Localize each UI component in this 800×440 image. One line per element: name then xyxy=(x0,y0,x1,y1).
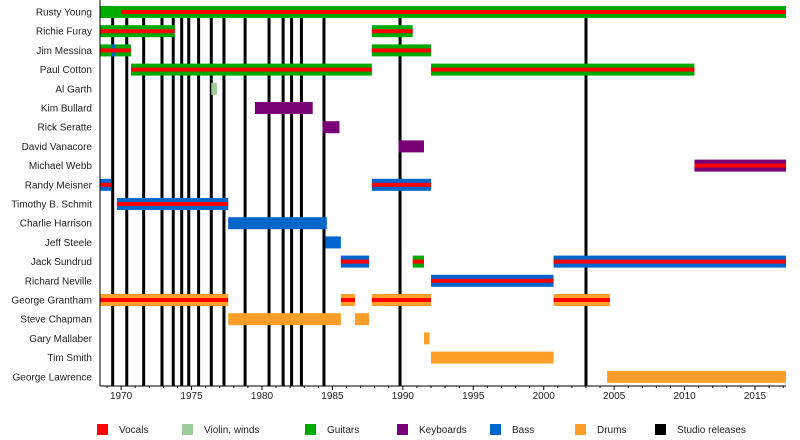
member-label-jeff-steele: Jeff Steele xyxy=(45,238,93,249)
bass-bar-charlie-harrison-0 xyxy=(228,217,327,230)
x-tick-label-2015: 2015 xyxy=(744,391,767,402)
vocals-bar-george-grantham-3 xyxy=(553,298,610,302)
vocals-bar-timothy-b-schmit-0 xyxy=(116,202,229,206)
vocals-bar-rusty-young xyxy=(121,10,786,14)
x-tick-label-2010: 2010 xyxy=(673,391,696,402)
legend: Vocals Violin, winds Guitars Keyboards Bass D… xyxy=(97,424,746,436)
x-tick-label-2005: 2005 xyxy=(603,391,626,402)
legend-swatch-vocals xyxy=(97,424,108,435)
member-label-michael-webb: Michael Webb xyxy=(29,161,93,172)
legend-label-vocals: Vocals xyxy=(119,425,148,436)
legend-swatch-studio xyxy=(655,424,666,435)
studio-release-line-17 xyxy=(584,12,588,386)
vocals-bar-jack-sundrud-0 xyxy=(340,259,370,264)
drums-bar-steve-chapman-0 xyxy=(228,313,341,326)
legend-label-drums: Drums xyxy=(597,425,626,436)
studio-release-line-10 xyxy=(243,12,247,386)
x-tick-label-2000: 2000 xyxy=(533,391,556,402)
drums-bar-george-lawrence-0 xyxy=(607,370,786,383)
x-tick-label-1990: 1990 xyxy=(392,391,415,402)
member-label-tim-smith: Tim Smith xyxy=(47,353,92,364)
studio-release-line-11 xyxy=(267,12,271,386)
member-label-kim-bullard: Kim Bullard xyxy=(41,104,92,115)
studio-release-line-13 xyxy=(290,12,294,386)
keyboards-bar-david-vanacore-0 xyxy=(398,140,424,153)
studio-release-line-12 xyxy=(281,12,285,386)
vocals-bar-jack-sundrud-2 xyxy=(553,259,786,264)
vocals-bar-jim-messina-2 xyxy=(371,48,432,53)
vocals-bar-george-grantham-1 xyxy=(340,298,355,302)
vocals-bar-jack-sundrud-1 xyxy=(412,259,424,264)
member-label-george-grantham: George Grantham xyxy=(11,296,92,307)
member-label-steve-chapman: Steve Chapman xyxy=(20,315,92,326)
keyboards-bar-rick-seratte-0 xyxy=(322,121,340,134)
member-label-rick-seratte: Rick Seratte xyxy=(38,123,93,134)
member-label-jack-sundrud: Jack Sundrud xyxy=(31,257,92,268)
vocals-bar-paul-cotton-1 xyxy=(431,67,695,72)
studio-release-line-0 xyxy=(111,12,115,386)
x-tick-label-1975: 1975 xyxy=(180,391,203,402)
vocals-bar-richie-furay-0 xyxy=(100,29,175,34)
member-label-randy-meisner: Randy Meisner xyxy=(25,180,93,191)
violin-bar-al-garth-0 xyxy=(211,82,217,95)
x-tick-label-1970: 1970 xyxy=(110,391,133,402)
drums-bar-steve-chapman-1 xyxy=(354,313,370,326)
studio-release-line-15 xyxy=(322,12,326,386)
legend-label-guitars: Guitars xyxy=(327,425,359,436)
vocals-bar-george-grantham-0 xyxy=(100,298,229,302)
member-labels: Rusty Young Richie Furay Jim Messina Paul C… xyxy=(11,8,92,384)
member-bars xyxy=(100,6,786,383)
vocals-bar-richie-furay-1 xyxy=(371,29,413,34)
member-label-richard-neville: Richard Neville xyxy=(25,276,93,287)
legend-swatch-guitars xyxy=(305,424,316,435)
member-label-george-lawrence: George Lawrence xyxy=(13,372,93,383)
legend-label-bass: Bass xyxy=(512,425,534,436)
member-label-charlie-harrison: Charlie Harrison xyxy=(20,219,92,230)
vocals-bar-michael-webb-0 xyxy=(694,163,786,168)
keyboards-bar-kim-bullard-0 xyxy=(254,102,313,114)
member-label-timothy-b-schmit: Timothy B. Schmit xyxy=(11,200,92,211)
vocals-bar-george-grantham-2 xyxy=(371,298,432,302)
member-label-al-garth: Al Garth xyxy=(55,84,92,95)
vocals-bar-paul-cotton-0 xyxy=(130,67,372,72)
studio-release-line-14 xyxy=(299,12,303,386)
x-axis: 1970 1975 1980 1985 1990 1995 2000 2005 2010 2015 xyxy=(99,0,786,402)
x-tick-label-1985: 1985 xyxy=(321,391,344,402)
legend-swatch-keyboards xyxy=(397,424,408,435)
legend-label-studio: Studio releases xyxy=(677,425,746,436)
bass-bar-jeff-steele-0 xyxy=(325,236,341,249)
x-tick-label-1980: 1980 xyxy=(251,391,274,402)
vocals-bar-randy-meisner-0 xyxy=(100,182,112,187)
member-label-rusty-young: Rusty Young xyxy=(36,8,92,19)
drums-bar-tim-smith-0 xyxy=(431,351,554,364)
legend-swatch-violin xyxy=(182,424,193,435)
member-label-paul-cotton: Paul Cotton xyxy=(40,65,92,76)
member-label-richie-furay: Richie Furay xyxy=(36,27,92,38)
member-label-jim-messina: Jim Messina xyxy=(36,46,92,57)
vocals-bar-richard-neville-0 xyxy=(431,278,554,283)
legend-label-violin: Violin, winds xyxy=(204,425,259,436)
x-tick-label-1995: 1995 xyxy=(462,391,485,402)
vocals-accent-jim-messina xyxy=(111,48,116,53)
legend-label-keyboards: Keyboards xyxy=(419,425,467,436)
studio-release-line-16 xyxy=(398,12,402,386)
legend-swatch-drums xyxy=(575,424,586,435)
vocals-bar-randy-meisner-1 xyxy=(371,182,432,187)
member-label-david-vanacore: David Vanacore xyxy=(22,142,93,153)
member-label-gary-mallaber: Gary Mallaber xyxy=(29,334,92,345)
legend-swatch-bass xyxy=(490,424,501,435)
drums-bar-gary-mallaber-0 xyxy=(423,332,430,345)
